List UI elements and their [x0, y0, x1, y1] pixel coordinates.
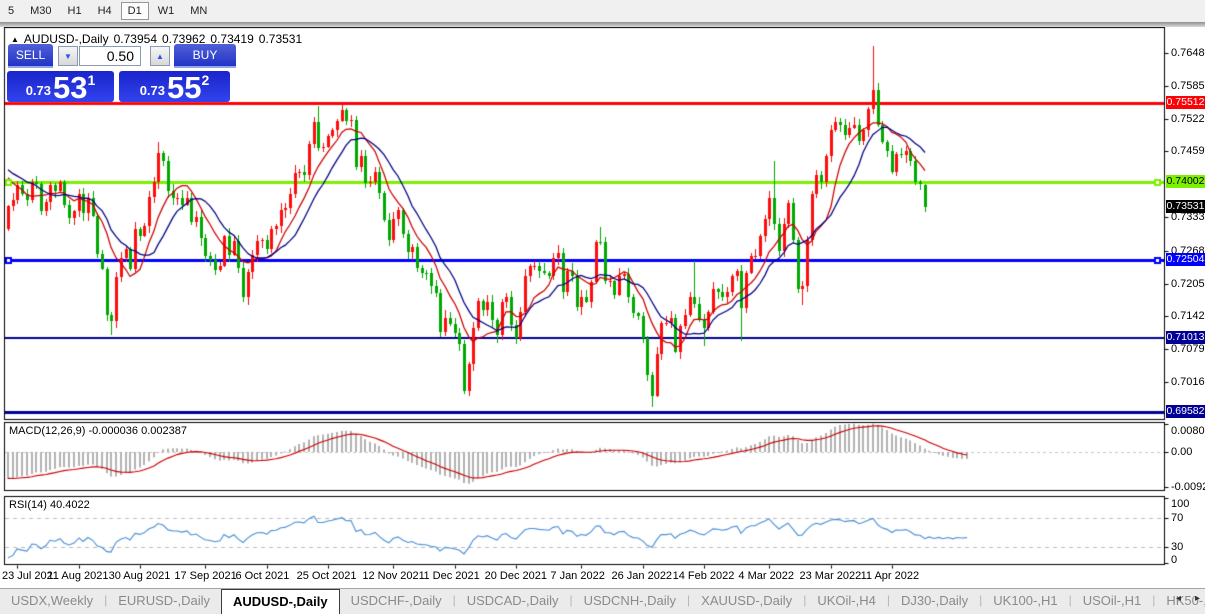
price-axis-tick: 0.71425: [1171, 310, 1205, 323]
chart-title: ▲ AUDUSD-,Daily 0.73954 0.73962 0.73419 …: [11, 32, 302, 46]
price-axis-tick: 0.70165: [1171, 375, 1205, 388]
date-label: 20 Dec 2021: [484, 570, 547, 582]
macd-axis-tick: 0.00: [1171, 446, 1193, 458]
timeframe-button-D1[interactable]: D1: [120, 2, 149, 20]
price-level-tag: 0.75512: [1166, 96, 1205, 110]
tab-divider: |: [452, 593, 456, 607]
date-label: 11 Apr 2022: [860, 570, 920, 582]
tab-item-usoil-h1[interactable]: USOil-,H1: [1082, 593, 1142, 608]
tab-divider: |: [104, 593, 108, 607]
ohlc-close: 0.73531: [258, 32, 303, 46]
current-price-tag: 0.73531: [1166, 199, 1205, 213]
tab-item-usdcad-daily[interactable]: USDCAD-,Daily: [466, 593, 559, 608]
buy-price-display[interactable]: 0.73 55 2: [119, 70, 230, 105]
date-label: 23 Jul 2021: [2, 570, 59, 582]
timeframe-button-H1[interactable]: H1: [67, 5, 82, 17]
tab-item-ukoil-h4[interactable]: UKOil-,H4: [817, 593, 876, 608]
price-level-tag: 0.69582: [1166, 405, 1205, 419]
tab-item-audusd-daily[interactable]: AUDUSD-,Daily: [220, 589, 340, 614]
timeframe-toolbar: 5 M30 H1 H4 D1 W1 MN: [0, 0, 1205, 22]
date-label: 30 Aug 2021: [108, 570, 171, 582]
price-level-tag: 0.72504: [1166, 253, 1205, 267]
date-label: 26 Jan 2022: [611, 570, 673, 582]
macd-axis-tick: 0.008061: [1171, 425, 1205, 437]
tab-divider: |: [687, 593, 691, 607]
tab-item-hk50-h1[interactable]: HK50-,H1: [1166, 593, 1205, 608]
tab-divider: |: [979, 593, 983, 607]
tab-item-xauusd-daily[interactable]: XAUUSD-,Daily: [701, 593, 793, 608]
rsi-indicator-label: RSI(14) 40.4022: [9, 499, 90, 511]
tab-item-eurusd-daily[interactable]: EURUSD-,Daily: [118, 593, 210, 608]
price-level-tag: 0.74002: [1166, 175, 1205, 189]
rsi-axis-tick: 30: [1171, 541, 1184, 553]
date-label: 23 Mar 2022: [799, 570, 862, 582]
volume-increase-button[interactable]: ▲: [150, 46, 170, 66]
sell-price-big: 53: [53, 70, 88, 105]
date-label: 4 Mar 2022: [738, 570, 795, 582]
tab-divider: |: [569, 593, 573, 607]
buy-button[interactable]: BUY: [174, 44, 236, 68]
tab-item-dj30-daily[interactable]: DJ30-,Daily: [900, 593, 969, 608]
date-label: 12 Nov 2021: [362, 570, 425, 582]
tab-item-usdchf-daily[interactable]: USDCHF-,Daily: [350, 593, 442, 608]
tab-divider: |: [1152, 593, 1156, 607]
buy-price-superscript: 2: [201, 72, 210, 88]
volume-input[interactable]: [79, 46, 141, 66]
tab-item-usdcnh-daily[interactable]: USDCNH-,Daily: [583, 593, 677, 608]
tab-divider: |: [1068, 593, 1072, 607]
date-label: 14 Feb 2022: [672, 570, 735, 582]
tab-scroll-right-icon[interactable]: ▸: [1194, 593, 1200, 604]
date-label: 17 Sep 2021: [174, 570, 237, 582]
rsi-axis-tick: 100: [1171, 498, 1190, 510]
tab-item-usdx-weekly[interactable]: USDX,Weekly: [11, 593, 94, 608]
tab-divider: |: [803, 593, 807, 607]
symbol-tab-bar: USDX,Weekly | EURUSD-,Daily AUDUSD-,Daily US…: [0, 588, 1205, 614]
rsi-axis-tick: 0: [1171, 554, 1178, 566]
sell-price-display[interactable]: 0.73 53 1: [7, 70, 114, 105]
symbol-name: AUDUSD-,Daily: [23, 32, 109, 46]
tab-divider: |: [886, 593, 890, 607]
buy-price-big: 55: [167, 70, 202, 105]
date-label: 25 Oct 2021: [296, 570, 357, 582]
date-label: 11 Aug 2021: [47, 570, 109, 582]
symbol-triangle-icon: ▲: [11, 34, 19, 44]
ohlc-high: 0.73962: [162, 32, 206, 46]
volume-decrease-button[interactable]: ▼: [58, 46, 78, 66]
tab-scrollers: ◂ ▸: [1176, 593, 1200, 604]
rsi-axis-tick: 70: [1171, 512, 1184, 524]
timeframe-button-H4[interactable]: H4: [97, 5, 112, 17]
sell-price-prefix: 0.73: [25, 83, 52, 98]
timeframe-button-5[interactable]: 5: [8, 5, 15, 17]
sell-price-superscript: 1: [87, 72, 96, 88]
macd-indicator-label: MACD(12,26,9) -0.000036 0.002387: [9, 425, 187, 437]
date-label: 1 Dec 2021: [423, 570, 480, 582]
tab-item-uk100-h1[interactable]: UK100-,H1: [993, 593, 1058, 608]
toolbar-divider: [0, 22, 1205, 27]
buy-price-prefix: 0.73: [139, 83, 166, 98]
date-label: 6 Oct 2021: [235, 570, 290, 582]
price-axis-tick: 0.70795: [1171, 343, 1205, 356]
timeframe-button-W1[interactable]: W1: [157, 5, 175, 17]
price-level-tag: 0.71013: [1166, 330, 1205, 344]
ohlc-open: 0.73954: [113, 32, 157, 46]
timeframe-button-M30[interactable]: M30: [30, 5, 52, 17]
macd-axis-tick: -0.00928: [1171, 480, 1205, 493]
timeframe-button-MN[interactable]: MN: [190, 5, 208, 17]
tab-scroll-left-icon[interactable]: ◂: [1175, 593, 1181, 604]
ohlc-low: 0.73419: [210, 32, 254, 46]
sell-button[interactable]: SELL: [8, 44, 53, 68]
date-label: 7 Jan 2022: [550, 570, 605, 582]
price-axis-tick: 0.72055: [1171, 277, 1205, 290]
